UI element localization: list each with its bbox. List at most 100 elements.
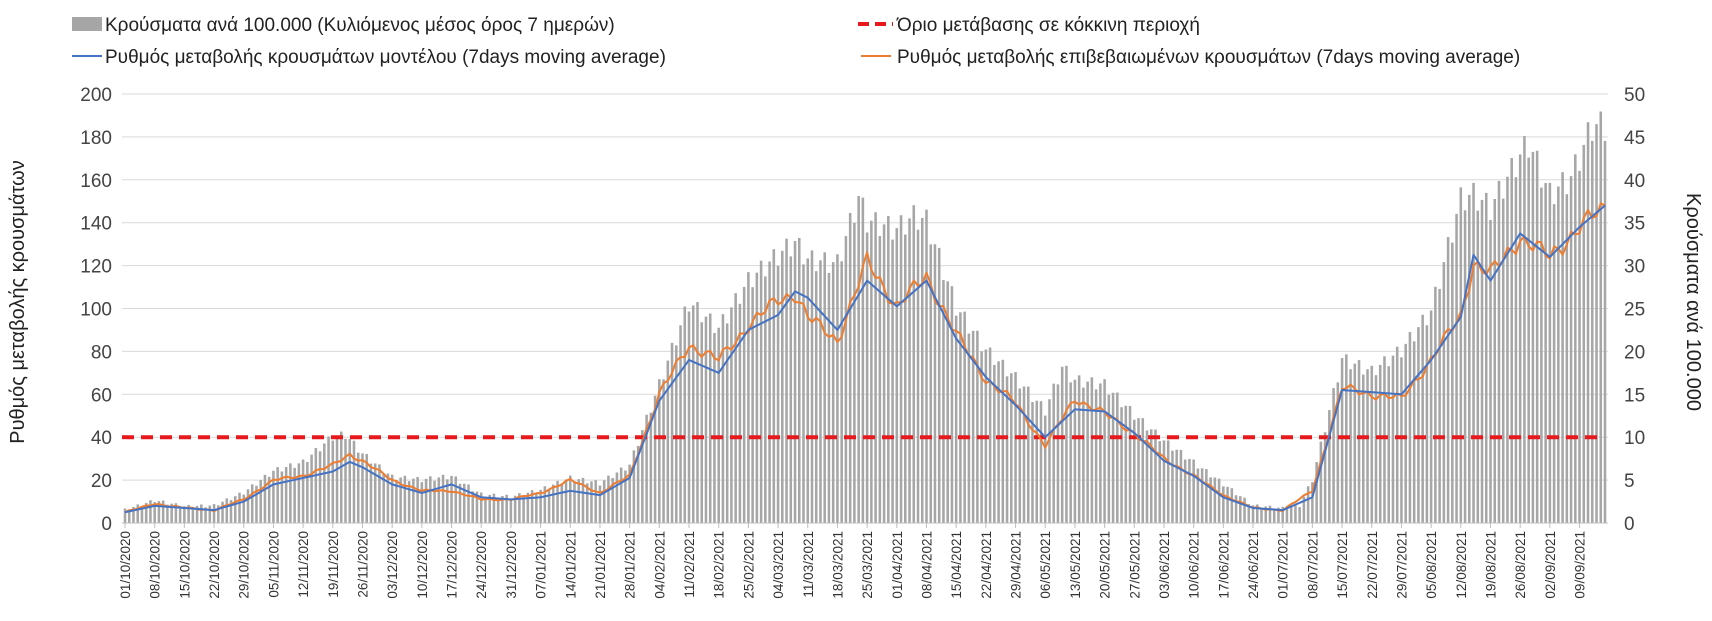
x-tick-label: 26/08/2021 xyxy=(1513,531,1528,599)
bar xyxy=(670,342,674,523)
bar xyxy=(365,454,368,523)
bar xyxy=(1222,486,1225,523)
bar xyxy=(450,475,453,523)
bar xyxy=(1535,150,1539,523)
bar xyxy=(1056,384,1060,523)
y-right-tick-label: 15 xyxy=(1624,385,1645,406)
y-left-tick-label: 200 xyxy=(80,85,112,106)
bar xyxy=(857,196,860,524)
bar xyxy=(1281,506,1284,523)
bar xyxy=(827,272,831,523)
bar xyxy=(386,473,390,523)
bar xyxy=(221,501,224,523)
bar xyxy=(874,212,877,523)
bar xyxy=(1217,478,1221,523)
bar xyxy=(340,431,343,523)
legend-item-bars: Κρούσματα ανά 100.000 (Κυλιόμενος μέσος … xyxy=(72,15,615,36)
bar xyxy=(696,302,699,523)
model-line xyxy=(124,204,1606,514)
bar xyxy=(1141,418,1145,523)
bar xyxy=(310,454,313,523)
x-tick-label: 24/06/2021 xyxy=(1246,531,1261,599)
bar xyxy=(1501,198,1505,523)
x-tick-label: 29/10/2020 xyxy=(237,531,252,599)
bar xyxy=(335,435,339,523)
bar xyxy=(263,474,267,523)
bar xyxy=(653,395,657,523)
bar xyxy=(1434,286,1437,523)
bar xyxy=(492,493,496,523)
bar xyxy=(1391,355,1395,523)
x-tick-label: 14/01/2021 xyxy=(563,531,578,599)
bar xyxy=(153,502,156,523)
bar xyxy=(1417,327,1420,523)
bar xyxy=(870,220,873,523)
bar xyxy=(1111,392,1115,523)
bar xyxy=(887,216,890,523)
bar xyxy=(1268,505,1272,523)
y-right-tick-label: 10 xyxy=(1624,428,1645,449)
bar xyxy=(1069,382,1072,523)
x-tick-label: 28/01/2021 xyxy=(623,531,638,599)
bar xyxy=(1128,405,1132,523)
confirmed-line xyxy=(124,202,1606,514)
x-tick-label: 04/03/2021 xyxy=(771,531,786,599)
bar xyxy=(840,261,843,523)
bar xyxy=(1569,176,1573,524)
bar xyxy=(1514,177,1518,523)
bar xyxy=(136,504,139,523)
bar xyxy=(1060,366,1064,523)
bar xyxy=(1395,346,1399,523)
legend-label-model: Ρυθμός μεταβολής κρουσμάτων μοντέλου (7d… xyxy=(105,47,666,68)
bar xyxy=(1264,506,1268,523)
bar xyxy=(814,271,818,523)
bar xyxy=(564,479,568,523)
bar xyxy=(293,467,296,523)
bar xyxy=(806,258,810,523)
y-left-tick-label: 0 xyxy=(101,514,112,535)
bar xyxy=(1366,369,1369,523)
bar xyxy=(577,479,581,523)
bar xyxy=(433,480,436,523)
bar xyxy=(331,440,335,523)
bar xyxy=(1247,504,1251,523)
y-left-tick-label: 80 xyxy=(91,342,112,363)
bar xyxy=(250,484,254,523)
bar xyxy=(1086,381,1089,523)
bar xyxy=(1336,382,1340,523)
bar xyxy=(598,485,602,523)
bar xyxy=(1408,332,1412,523)
bar xyxy=(1548,182,1552,523)
x-tick-label: 04/02/2021 xyxy=(652,531,667,599)
bar xyxy=(1116,392,1119,523)
bar xyxy=(183,506,186,523)
bar xyxy=(1489,220,1492,523)
bar xyxy=(233,496,237,523)
y-right-tick-label: 30 xyxy=(1624,257,1645,278)
bar xyxy=(471,491,474,523)
bar xyxy=(658,379,661,523)
bar xyxy=(933,244,937,523)
bar xyxy=(208,505,212,523)
bar xyxy=(407,481,411,523)
bar xyxy=(187,504,190,523)
bar xyxy=(882,224,886,523)
bar xyxy=(1574,154,1577,523)
bar xyxy=(942,280,945,523)
bar xyxy=(200,504,203,523)
bar xyxy=(1510,158,1513,523)
x-tick-label: 25/02/2021 xyxy=(741,531,756,599)
bar xyxy=(950,286,954,523)
bar xyxy=(356,452,360,523)
bar xyxy=(908,218,911,524)
bar xyxy=(1162,440,1166,523)
bar xyxy=(946,281,949,523)
bar xyxy=(1103,379,1106,523)
bar xyxy=(1319,441,1323,523)
bar xyxy=(848,213,852,524)
bar xyxy=(1506,176,1509,524)
x-tick-label: 18/02/2021 xyxy=(712,531,727,599)
y-left-tick-label: 60 xyxy=(91,385,112,406)
bar xyxy=(619,467,623,523)
bar xyxy=(1209,477,1212,523)
